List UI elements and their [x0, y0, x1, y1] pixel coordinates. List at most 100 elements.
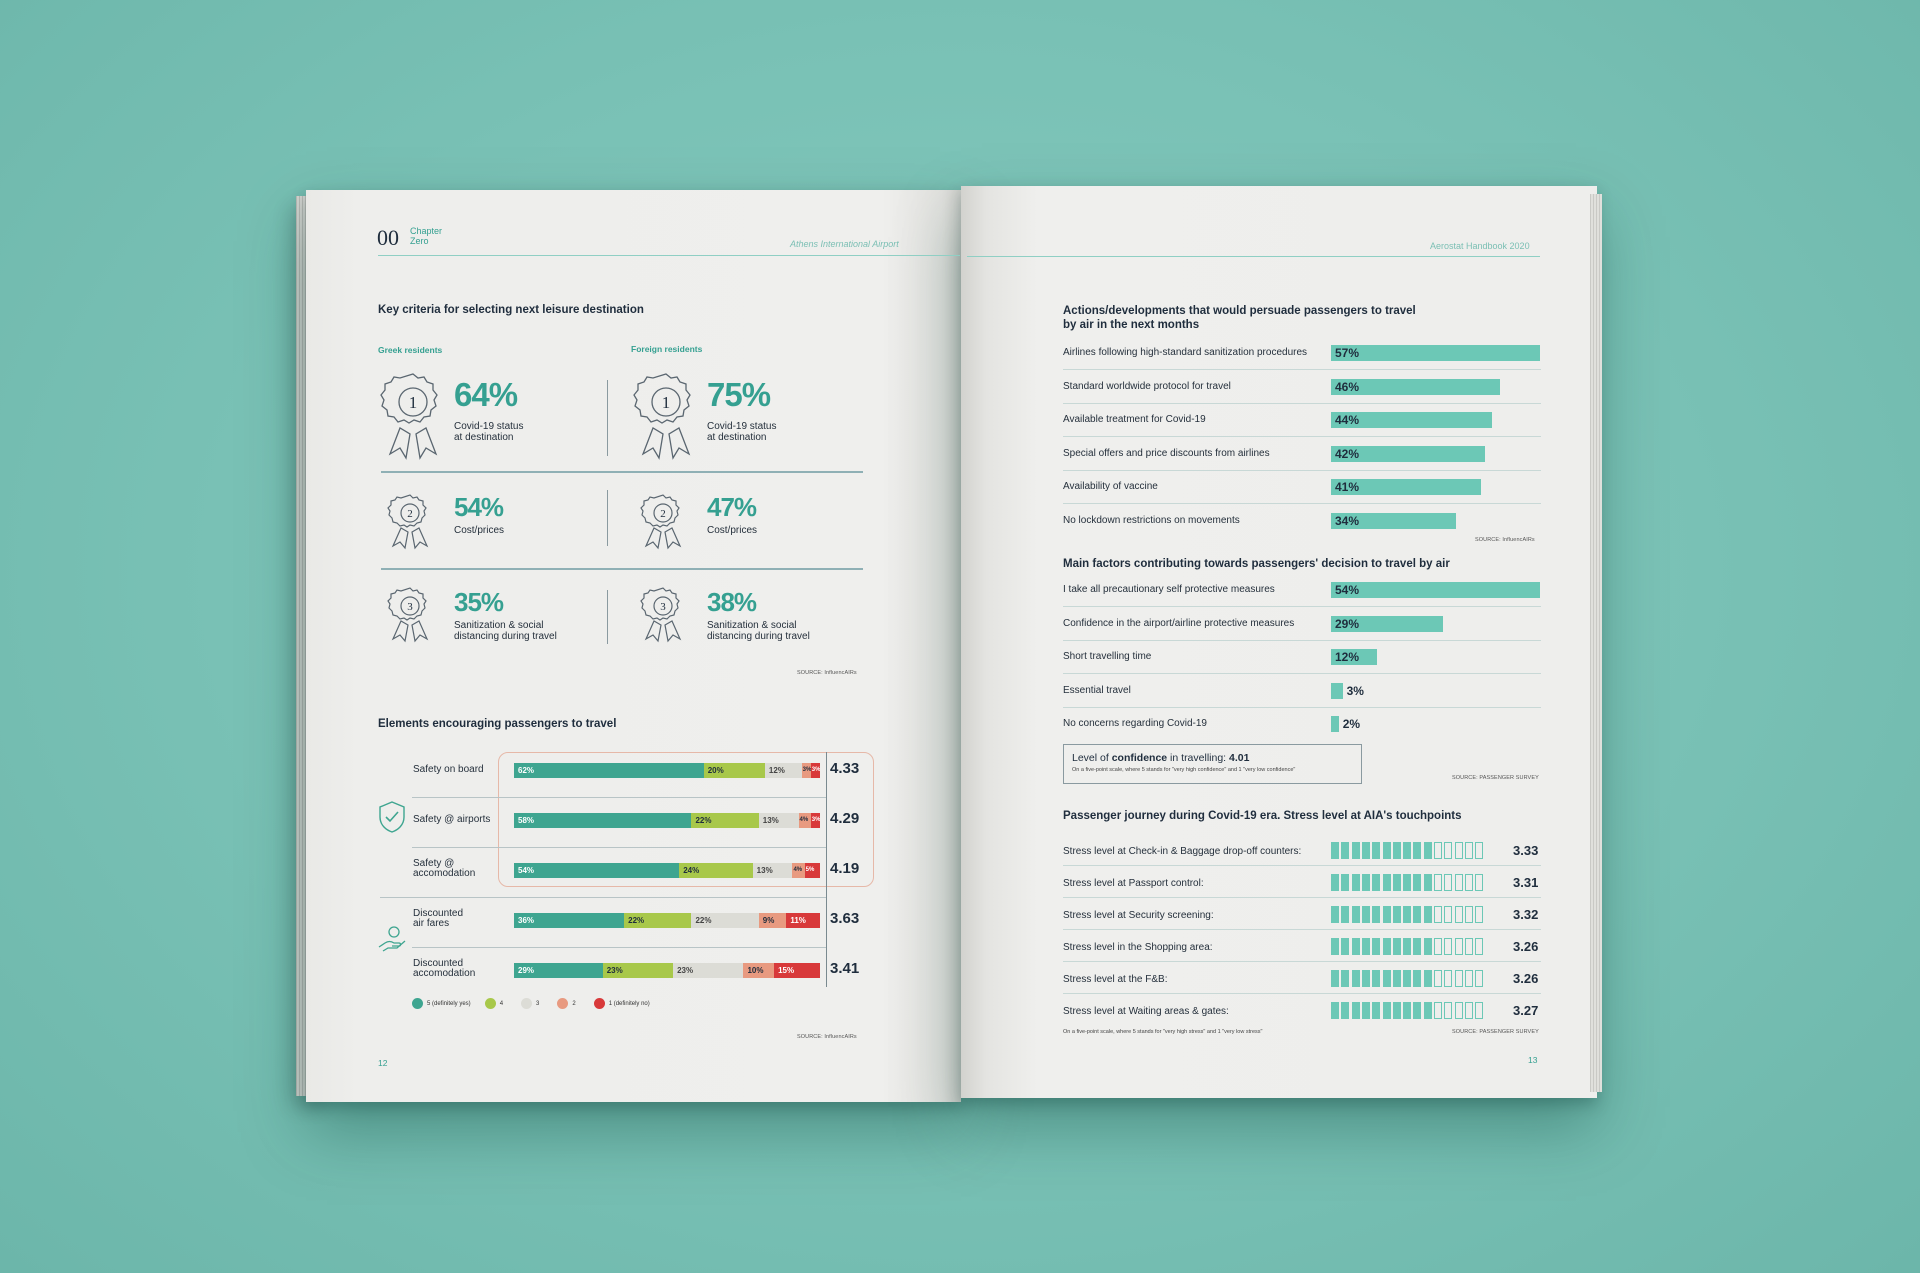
stress-segment — [1372, 874, 1381, 891]
shield-check-icon — [379, 801, 405, 833]
label-line: air fares — [413, 918, 450, 929]
chapter-line1: Chapter — [410, 226, 443, 236]
bar-value-label: 46% — [1335, 379, 1360, 394]
stress-segment — [1423, 906, 1432, 923]
chapter-number: 00 — [377, 225, 399, 250]
stacked-segment: 3% — [810, 813, 820, 828]
stress-segment — [1341, 842, 1350, 859]
stress-segment — [1444, 874, 1453, 891]
stacked-segment: 4% — [798, 813, 811, 828]
row-rule — [1063, 469, 1541, 471]
legend-item: 4 — [484, 998, 503, 1009]
stress-segment — [1331, 842, 1339, 859]
legend-swatch — [484, 998, 496, 1009]
header-handbook: Aerostat Handbook 2020 — [1430, 241, 1530, 251]
stress-segment — [1372, 842, 1381, 859]
stacked-segment: 62% — [514, 763, 704, 778]
stress-segment — [1464, 842, 1473, 859]
bar-row: Airlines following high-standard sanitiz… — [1063, 337, 1541, 370]
foreign-rank2-label: Cost/prices — [707, 525, 758, 536]
stress-segment — [1444, 1002, 1453, 1019]
confidence-box: Level of confidence in travelling: 4.01 … — [1063, 744, 1362, 784]
bar-category-label: I take all precautionary self protective… — [1063, 584, 1275, 595]
stress-segment — [1423, 842, 1432, 859]
stress-segment — [1464, 970, 1473, 987]
stacked-bar: 29% 23% 23% 10% 15% — [514, 963, 820, 978]
elements-title: Elements encouraging passengers to trave… — [378, 718, 617, 730]
bar-category-label: Available treatment for Covid-19 — [1063, 414, 1206, 425]
stress-segment — [1361, 874, 1370, 891]
stress-label: Stress level at Waiting areas & gates: — [1063, 1006, 1229, 1017]
stress-segment — [1382, 938, 1391, 955]
row-rule — [412, 797, 826, 798]
rank-2-rosette-icon: 2 — [640, 494, 682, 550]
stacked-segment: 29% — [514, 963, 603, 978]
bar-value-label: 34% — [1335, 513, 1360, 528]
bar-row: Essential travel 3% — [1063, 675, 1541, 708]
bar-row: No concerns regarding Covid-19 2% — [1063, 708, 1541, 741]
stress-segment — [1372, 906, 1381, 923]
confidence-bold: confidence — [1111, 752, 1168, 764]
svg-text:3: 3 — [407, 601, 413, 613]
row-divider — [381, 471, 863, 473]
row-rule — [412, 947, 826, 948]
stress-segment — [1403, 874, 1412, 891]
row-score: 3.63 — [830, 910, 860, 927]
stress-segment — [1423, 874, 1432, 891]
legend-swatch — [521, 998, 533, 1009]
greek-rank3-label: Sanitization & social distancing during t… — [454, 620, 557, 642]
stress-segment — [1413, 906, 1422, 923]
stress-value: 3.33 — [1513, 843, 1539, 858]
stress-segment — [1351, 874, 1360, 891]
stress-segment — [1464, 1002, 1473, 1019]
stacked-segment: 24% — [679, 863, 753, 878]
stress-note: On a five-point scale, where 5 stands fo… — [1063, 1029, 1263, 1035]
bar-value-label: 42% — [1335, 446, 1360, 461]
page-number-left: 12 — [378, 1058, 388, 1068]
stress-segment — [1464, 874, 1473, 891]
legend-item: 3 — [521, 998, 539, 1009]
criteria-source: SOURCE: InfluencAIRs — [797, 670, 857, 676]
stress-segment — [1392, 874, 1401, 891]
label-line: Safety on board — [413, 764, 484, 775]
line: Covid-19 status — [707, 421, 777, 432]
legend: 5 (definitely yes) 4 3 2 1 (definitely no) — [412, 998, 668, 1009]
stress-segment — [1341, 970, 1350, 987]
line: distancing during travel — [707, 631, 810, 642]
stacked-segment: 23% — [602, 963, 674, 978]
stress-segment — [1434, 970, 1442, 987]
bar — [1331, 345, 1540, 361]
legend-swatch — [557, 998, 569, 1009]
foreign-rank1-value: 75% — [707, 376, 771, 413]
stress-segment — [1331, 874, 1339, 891]
foreign-rank2-value: 47% — [707, 492, 757, 522]
stress-label: Stress level at Check-in & Baggage drop-… — [1063, 846, 1302, 857]
greek-rank2-value: 54% — [454, 492, 504, 522]
line: Covid-19 status — [454, 421, 524, 432]
stress-segment — [1361, 842, 1370, 859]
greek-rank1-label: Covid-19 status at destination — [454, 421, 523, 443]
stress-segment — [1372, 970, 1381, 987]
label-line: accomodation — [413, 968, 476, 979]
stress-row: Stress level in the Shopping area: 3.26 — [1063, 930, 1541, 962]
stress-segment — [1392, 1002, 1401, 1019]
row-rule — [1063, 993, 1541, 994]
stress-segment — [1382, 1002, 1391, 1019]
stress-segment — [1444, 906, 1453, 923]
stress-segment — [1351, 938, 1360, 955]
stress-segment — [1382, 874, 1391, 891]
svg-text:2: 2 — [407, 508, 413, 520]
stress-segment — [1444, 970, 1453, 987]
stress-segment — [1361, 906, 1370, 923]
stacked-segment: 36% — [514, 913, 625, 928]
stress-segment — [1413, 1002, 1422, 1019]
bar — [1331, 682, 1343, 699]
stress-segment — [1475, 938, 1484, 955]
criteria-title: Key criteria for selecting next leisure … — [378, 304, 644, 316]
confidence-note: On a five-point scale, where 5 stands fo… — [1072, 767, 1296, 773]
bar — [1331, 479, 1482, 495]
svg-text:1: 1 — [409, 393, 418, 412]
stress-label: Stress level at the F&B: — [1063, 974, 1168, 985]
stress-segment — [1341, 1002, 1350, 1019]
stress-segment — [1413, 938, 1422, 955]
